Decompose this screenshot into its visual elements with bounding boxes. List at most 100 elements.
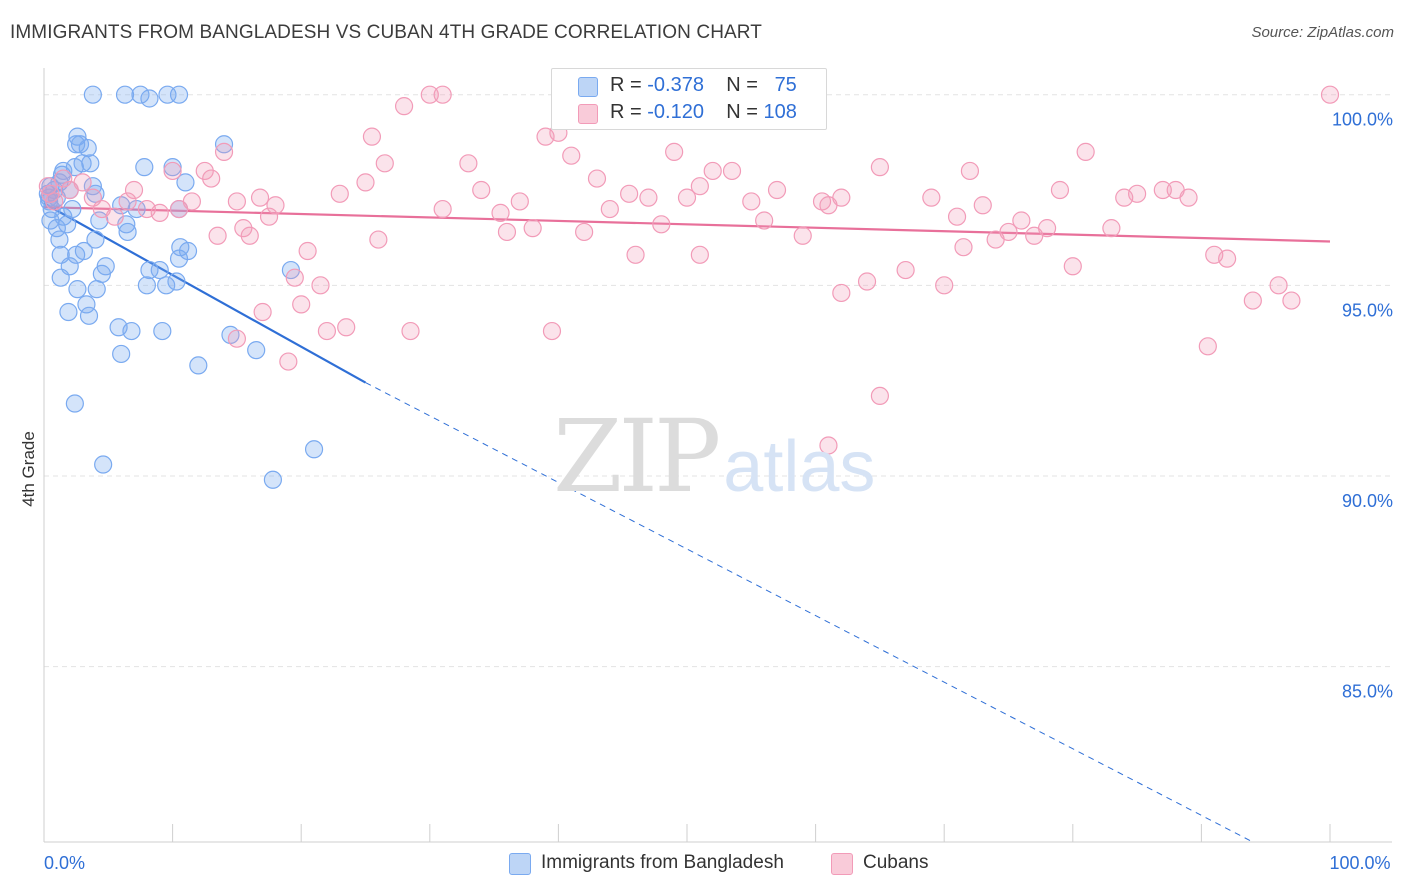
legend-swatch-bangladesh-bottom <box>509 853 531 875</box>
trend-extension-bangladesh <box>365 382 1254 843</box>
point-cubans-72 <box>1037 219 1057 238</box>
point-cubans-103 <box>832 283 851 303</box>
point-cubans-12 <box>150 203 169 222</box>
point-cubans-37 <box>491 203 510 222</box>
chart-title: IMMIGRANTS FROM BANGLADESH VS CUBAN 4TH … <box>10 22 762 43</box>
point-cubans-79 <box>1153 180 1172 200</box>
data-points <box>38 85 1340 489</box>
point-bangladesh-69 <box>169 85 189 104</box>
point-cubans-76 <box>1102 219 1121 238</box>
point-bangladesh-47 <box>137 276 156 295</box>
point-bangladesh-65 <box>115 85 135 104</box>
point-cubans-21 <box>259 207 279 226</box>
point-cubans-90 <box>227 329 246 348</box>
point-cubans-92 <box>337 318 356 337</box>
trend-lines <box>43 202 1331 843</box>
point-cubans-73 <box>1050 180 1070 200</box>
point-cubans-45 <box>600 199 619 219</box>
point-bangladesh-38 <box>86 230 105 249</box>
watermark-logo: ZIPatlas <box>553 398 875 515</box>
point-cubans-66 <box>960 161 980 181</box>
point-bangladesh-32 <box>79 306 99 325</box>
point-cubans-24 <box>250 188 270 207</box>
axes <box>43 68 1392 843</box>
point-cubans-86 <box>1282 291 1301 310</box>
point-bangladesh-36 <box>59 302 78 322</box>
point-cubans-89 <box>253 302 272 322</box>
y-axis-label: 4th Grade <box>19 431 38 507</box>
point-bangladesh-39 <box>118 222 137 242</box>
point-cubans-46 <box>620 184 639 203</box>
point-cubans-47 <box>626 245 645 264</box>
point-cubans-36 <box>472 180 491 200</box>
point-bangladesh-21 <box>78 138 97 158</box>
point-bangladesh-28 <box>60 257 79 276</box>
point-bangladesh-73 <box>304 440 324 459</box>
point-bangladesh-58 <box>153 321 172 341</box>
point-cubans-93 <box>317 321 337 341</box>
point-bangladesh-54 <box>178 241 198 261</box>
point-cubans-78 <box>1127 184 1147 203</box>
point-cubans-29 <box>356 173 375 192</box>
point-cubans-54 <box>722 161 742 181</box>
point-bangladesh-71 <box>94 455 113 474</box>
point-bangladesh-9 <box>54 161 73 181</box>
point-bangladesh-31 <box>77 295 96 314</box>
point-cubans-25 <box>266 196 285 215</box>
point-cubans-22 <box>208 226 227 245</box>
point-cubans-55 <box>742 192 761 211</box>
point-cubans-30 <box>362 127 382 146</box>
point-cubans-44 <box>587 169 607 188</box>
y-tick-label-1: 95.0% <box>1342 300 1393 320</box>
point-cubans-27 <box>311 276 330 295</box>
point-cubans-20 <box>240 226 259 245</box>
correlation-legend: R = -0.378 N = 75 R = -0.120 N = 108 <box>551 68 827 130</box>
point-cubans-56 <box>767 180 787 200</box>
point-cubans-94 <box>401 321 420 341</box>
point-cubans-3 <box>54 169 73 188</box>
tick-labels: 100.0% 95.0% 90.0% 85.0% 0.0% 100.0% <box>44 110 1393 873</box>
point-bangladesh-10 <box>47 219 66 238</box>
point-cubans-52 <box>690 177 709 196</box>
series-legend: Immigrants from Bangladesh Cubans <box>0 852 1406 878</box>
point-bangladesh-63 <box>214 135 234 154</box>
point-bangladesh-22 <box>81 154 100 173</box>
point-cubans-17 <box>214 142 234 161</box>
point-cubans-31 <box>375 154 394 173</box>
point-bangladesh-44 <box>163 158 182 177</box>
point-bangladesh-70 <box>65 394 84 413</box>
point-cubans-32 <box>394 97 414 116</box>
point-cubans-13 <box>163 161 182 181</box>
point-cubans-67 <box>973 196 992 215</box>
point-bangladesh-49 <box>150 260 169 280</box>
point-cubans-85 <box>1269 276 1288 295</box>
point-bangladesh-43 <box>135 158 154 177</box>
point-bangladesh-25 <box>90 211 109 230</box>
point-cubans-39 <box>523 219 542 238</box>
y-tick-label-3: 85.0% <box>1342 682 1393 702</box>
point-bangladesh-72 <box>263 470 283 489</box>
point-cubans-16 <box>202 169 221 188</box>
point-cubans-75 <box>1076 142 1095 161</box>
point-cubans-43 <box>575 222 594 242</box>
legend-stats-cubans: R = -0.120 N = 108 <box>610 101 797 123</box>
trend-line-bangladesh <box>43 202 367 384</box>
point-cubans-59 <box>832 188 851 207</box>
point-cubans-9 <box>118 192 137 211</box>
point-cubans-107 <box>819 436 838 455</box>
point-cubans-104 <box>954 238 973 257</box>
source-credit: Source: ZipAtlas.com <box>1251 24 1394 41</box>
point-bangladesh-17 <box>67 135 86 154</box>
point-bangladesh-30 <box>68 280 87 299</box>
point-cubans-49 <box>652 215 671 234</box>
point-bangladesh-50 <box>167 272 186 291</box>
y-tick-label-2: 90.0% <box>1342 491 1393 511</box>
point-cubans-97 <box>433 199 452 219</box>
point-cubans-96 <box>279 352 298 371</box>
point-bangladesh-64 <box>83 85 102 104</box>
point-cubans-28 <box>330 184 349 203</box>
legend-swatch-cubans <box>578 104 598 124</box>
point-cubans-50 <box>665 142 684 161</box>
point-bangladesh-67 <box>140 89 159 108</box>
point-cubans-38 <box>510 192 529 211</box>
